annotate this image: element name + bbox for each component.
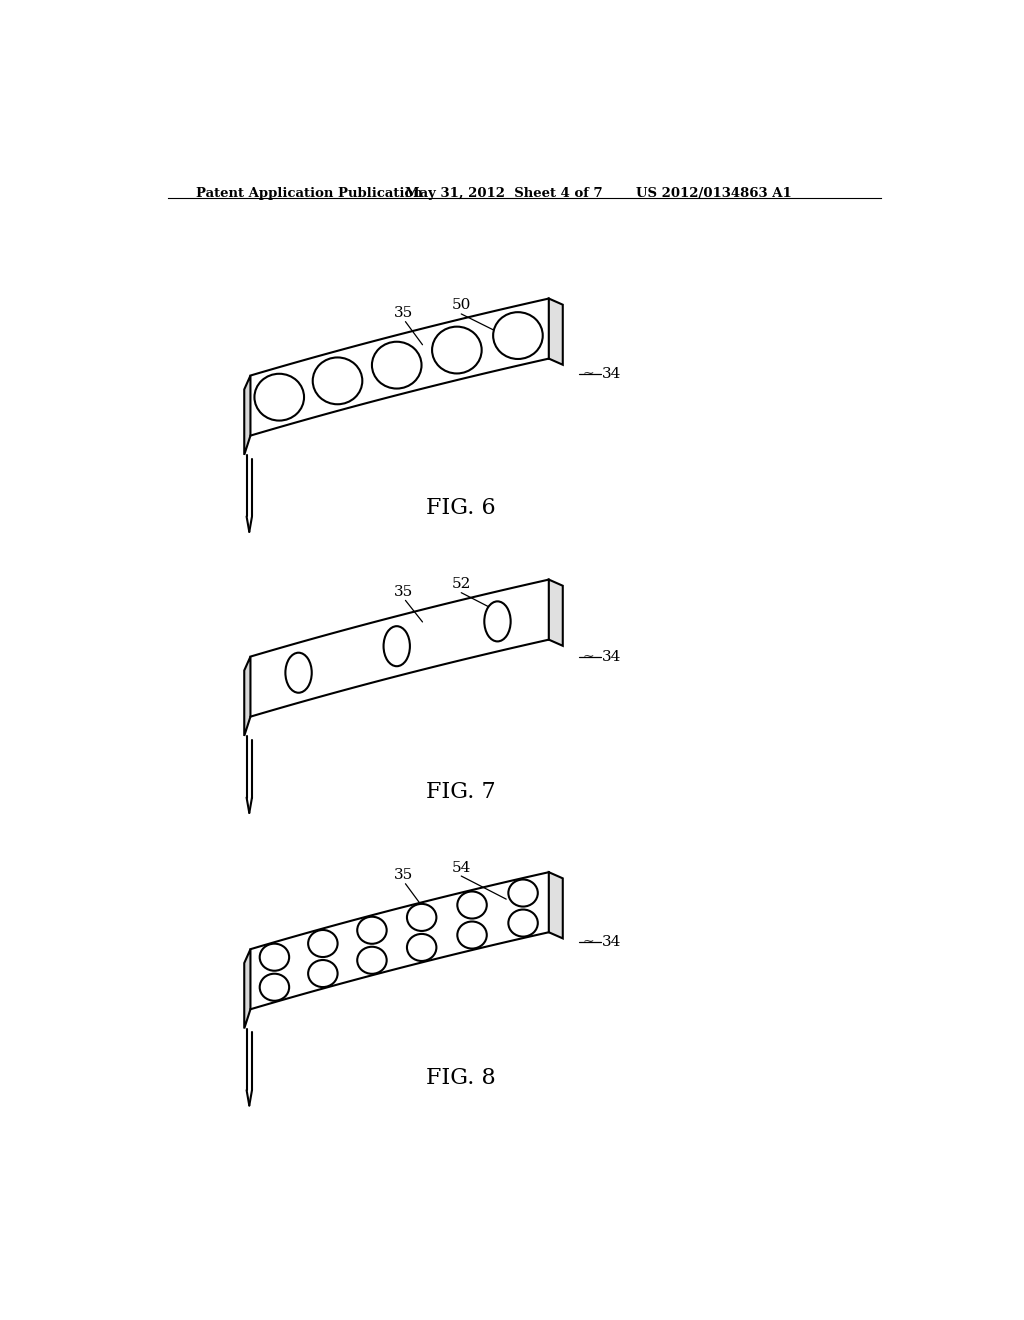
Polygon shape — [549, 579, 563, 645]
Ellipse shape — [484, 602, 511, 642]
Ellipse shape — [254, 374, 304, 421]
Polygon shape — [251, 579, 549, 717]
Text: 54: 54 — [452, 861, 471, 875]
Polygon shape — [549, 873, 563, 939]
Text: US 2012/0134863 A1: US 2012/0134863 A1 — [636, 187, 792, 199]
Polygon shape — [245, 656, 251, 737]
Text: 35: 35 — [393, 869, 413, 882]
Ellipse shape — [508, 909, 538, 937]
Text: 52: 52 — [452, 577, 471, 591]
Text: FIG. 6: FIG. 6 — [426, 498, 496, 519]
Ellipse shape — [260, 944, 289, 970]
Polygon shape — [549, 298, 563, 364]
Text: ~: ~ — [583, 936, 594, 949]
Ellipse shape — [407, 904, 436, 931]
Text: Patent Application Publication: Patent Application Publication — [197, 187, 423, 199]
Text: 34: 34 — [602, 936, 622, 949]
Text: 35: 35 — [393, 585, 413, 599]
Text: 34: 34 — [602, 651, 622, 664]
Ellipse shape — [260, 974, 289, 1001]
Text: May 31, 2012  Sheet 4 of 7: May 31, 2012 Sheet 4 of 7 — [406, 187, 603, 199]
Polygon shape — [245, 376, 251, 455]
Text: ~: ~ — [583, 651, 594, 664]
Text: FIG. 7: FIG. 7 — [426, 780, 496, 803]
Polygon shape — [251, 298, 549, 436]
Ellipse shape — [357, 946, 387, 974]
Polygon shape — [251, 873, 549, 1010]
Ellipse shape — [407, 935, 436, 961]
Ellipse shape — [458, 921, 486, 949]
Text: FIG. 8: FIG. 8 — [426, 1067, 496, 1089]
Text: 34: 34 — [602, 367, 622, 381]
Text: 35: 35 — [393, 306, 413, 321]
Text: ~: ~ — [583, 367, 594, 381]
Text: 50: 50 — [452, 298, 471, 313]
Ellipse shape — [308, 931, 338, 957]
Ellipse shape — [308, 960, 338, 987]
Polygon shape — [245, 949, 251, 1028]
Ellipse shape — [458, 891, 486, 919]
Ellipse shape — [508, 879, 538, 907]
Ellipse shape — [286, 652, 311, 693]
Ellipse shape — [494, 312, 543, 359]
Ellipse shape — [384, 626, 410, 667]
Ellipse shape — [312, 358, 362, 404]
Ellipse shape — [357, 916, 387, 944]
Ellipse shape — [372, 342, 422, 388]
Ellipse shape — [432, 326, 481, 374]
